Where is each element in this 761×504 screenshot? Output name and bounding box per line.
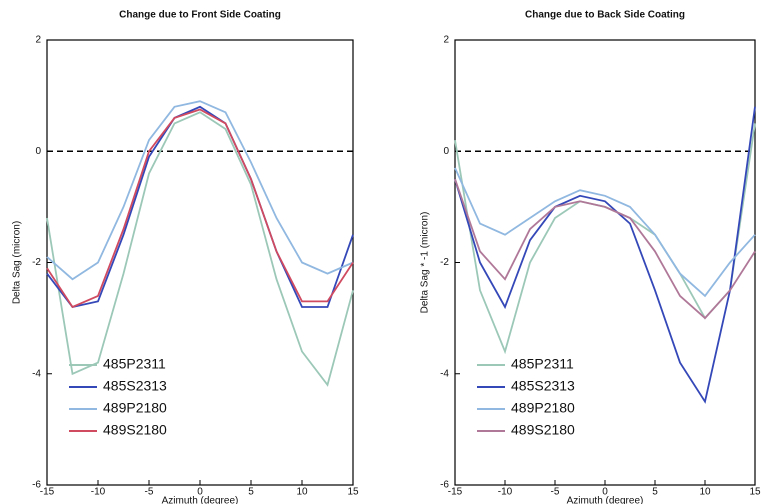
- legend-label: 485P2311: [103, 356, 166, 372]
- x-tick-label: -5: [551, 487, 560, 498]
- data-line: [46, 100, 354, 281]
- x-tick-label: 5: [248, 487, 254, 498]
- data-line: [454, 123, 756, 355]
- legend-label: 485S2313: [511, 378, 575, 394]
- x-tick-label: 0: [197, 487, 203, 498]
- x-axis-label: Azimuth (degree): [162, 496, 239, 504]
- y-tick-label: -2: [440, 257, 449, 268]
- x-tick-label: -10: [498, 487, 513, 498]
- x-tick-label: -15: [448, 487, 463, 498]
- x-tick-label: -5: [145, 487, 154, 498]
- legend-label: 489S2180: [511, 422, 575, 438]
- data-line: [46, 105, 354, 309]
- chart-title: Change due to Front Side Coating: [119, 10, 281, 21]
- data-line: [46, 108, 354, 309]
- y-axis-label: Delta Sag * -1 (micron): [420, 212, 431, 314]
- x-axis-label: Azimuth (degree): [567, 496, 644, 504]
- y-tick-label: -4: [32, 368, 41, 379]
- y-tick-label: 0: [443, 146, 449, 157]
- x-tick-label: 10: [296, 487, 308, 498]
- y-tick-label: -6: [440, 480, 449, 491]
- x-tick-label: -15: [40, 487, 55, 498]
- data-line: [454, 106, 756, 404]
- legend-label: 489P2180: [103, 400, 167, 416]
- x-tick-label: 10: [699, 487, 711, 498]
- x-tick-label: 15: [749, 487, 761, 498]
- x-tick-label: 0: [602, 487, 608, 498]
- legend-label: 489S2180: [103, 422, 167, 438]
- y-tick-label: 2: [443, 35, 449, 46]
- legend-label: 485S2313: [103, 378, 167, 394]
- plot-frame: [454, 39, 756, 486]
- data-line: [46, 111, 354, 387]
- y-tick-label: 0: [35, 146, 41, 157]
- x-tick-label: -10: [91, 487, 106, 498]
- data-line: [454, 178, 756, 320]
- y-tick-label: -2: [32, 257, 41, 268]
- legend-label: 489P2180: [511, 400, 575, 416]
- chart-title: Change due to Back Side Coating: [525, 10, 685, 21]
- y-tick-label: 2: [35, 35, 41, 46]
- y-tick-label: -6: [32, 480, 41, 491]
- x-tick-label: 5: [652, 487, 658, 498]
- data-line: [454, 167, 756, 298]
- y-axis-label: Delta Sag (micron): [12, 221, 23, 304]
- x-tick-label: 15: [347, 487, 359, 498]
- y-tick-label: -4: [440, 368, 449, 379]
- legend-label: 485P2311: [511, 356, 574, 372]
